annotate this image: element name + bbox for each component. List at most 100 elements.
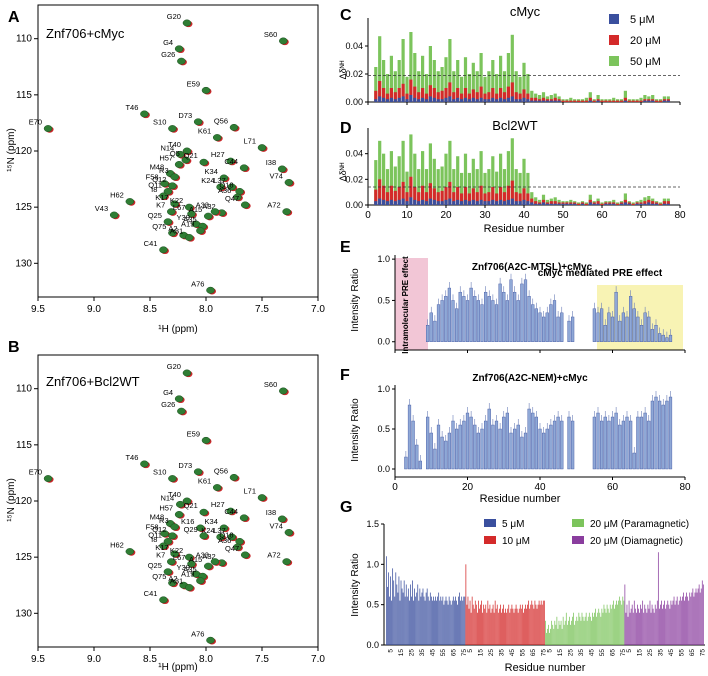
csp-bar: [639, 97, 643, 102]
peak-label: C41: [144, 239, 158, 248]
csp-bar: [397, 187, 401, 205]
peak-label: T46: [125, 453, 138, 462]
intensity-bar: [450, 604, 452, 645]
intensity-bar: [440, 596, 442, 645]
ratio-bar: [462, 420, 466, 470]
peak-label: L67: [173, 203, 186, 212]
intensity-bar: [697, 588, 699, 645]
peak-label: Y39: [177, 213, 190, 222]
peak-bound-state: [182, 497, 192, 505]
peak-label: K24: [201, 176, 214, 185]
peak-bound-state: [284, 528, 294, 536]
csp-bar: [643, 203, 647, 205]
peak-bound-state: [206, 286, 215, 294]
csp-bar: [619, 203, 624, 205]
csp-bar: [596, 100, 600, 102]
peak-label: A31: [170, 576, 183, 585]
csp-bar: [662, 201, 666, 205]
peak-label: F58: [146, 523, 159, 532]
csp-bar: [471, 158, 475, 205]
csp-bar: [456, 88, 460, 102]
intensity-bar: [419, 588, 421, 645]
csp-bar: [584, 97, 588, 102]
csp-bar: [534, 100, 538, 102]
csp-bar: [448, 198, 452, 205]
csp-bar: [631, 203, 635, 205]
csp-bar: [522, 158, 526, 205]
peak-bound-state: [167, 208, 176, 216]
ratio-bar: [658, 400, 662, 470]
annotation-cmyc-pre: cMyc mediated PRE effect: [538, 268, 663, 279]
peak-label: A15: [189, 555, 202, 564]
panel-letter-a: A: [8, 9, 20, 26]
csp-bar: [467, 99, 471, 102]
csp-bar: [483, 193, 487, 205]
y-tick-label: 115: [16, 440, 32, 451]
csp-bar: [588, 202, 592, 205]
intensity-bar: [386, 556, 387, 645]
csp-bar: [393, 92, 397, 102]
intensity-bar: [484, 608, 486, 645]
legend-swatch-20um-para: [572, 519, 584, 527]
intensity-bar: [413, 600, 414, 645]
chart-title: cMyc: [510, 4, 541, 19]
chart-title: Bcl2WT: [492, 118, 538, 133]
csp-bar: [475, 71, 479, 102]
peak-label: A35: [183, 215, 196, 224]
csp-bar: [475, 201, 479, 205]
y-tick-label: 0.0: [366, 640, 379, 650]
legend-swatch-5um: [609, 14, 619, 24]
csp-bar: [635, 203, 639, 205]
csp-bar: [553, 203, 557, 205]
peak-label: R3: [159, 516, 169, 525]
intensity-bar: [601, 608, 603, 645]
x-tick-label: 5: [626, 649, 633, 653]
intensity-bar: [685, 596, 686, 645]
ratio-bar: [465, 300, 470, 342]
csp-bar: [522, 97, 526, 102]
ratio-bar: [603, 325, 607, 342]
intensity-bar: [504, 612, 505, 645]
csp-bar: [479, 86, 483, 102]
x-tick-label: 35: [658, 649, 665, 657]
peak-label: Q5: [170, 149, 180, 158]
intensity-bar: [693, 596, 695, 645]
x-tick-label: 9.0: [87, 654, 101, 665]
x-tick-label: 8.0: [199, 654, 213, 665]
csp-bar: [421, 151, 425, 205]
x-tick-label: 75: [540, 649, 547, 657]
csp-bar: [463, 97, 468, 102]
csp-bar: [444, 88, 448, 102]
peak-bound-state: [216, 183, 225, 191]
legend-label-10um: 10 μM: [502, 536, 530, 547]
peak-bound-state: [226, 157, 235, 165]
ratio-bar: [447, 432, 451, 470]
ratio-bar: [426, 325, 430, 342]
ratio-bar: [643, 312, 647, 342]
x-tick-label: 9.5: [31, 654, 45, 665]
csp-bar: [389, 88, 393, 102]
csp-bar: [506, 151, 510, 205]
peak-label: L37: [213, 176, 226, 185]
peak-bound-state: [229, 473, 239, 481]
x-tick-label: 45: [668, 649, 675, 657]
intensity-bar: [479, 608, 480, 645]
csp-bar: [374, 189, 378, 205]
intensity-bar: [573, 612, 574, 645]
peak-label: Q47: [225, 194, 239, 203]
intensity-bar: [653, 612, 655, 645]
csp-bar: [573, 100, 577, 102]
csp-bar: [401, 198, 405, 205]
intensity-bar: [469, 600, 471, 645]
peak-bound-state: [174, 161, 184, 168]
csp-bar: [444, 153, 448, 205]
intensity-bar: [587, 616, 589, 645]
peak-bound-state: [168, 182, 177, 190]
csp-bar: [647, 202, 651, 205]
peak-bound-state: [233, 193, 242, 201]
x-tick-label: 15: [398, 649, 405, 657]
csp-bar: [522, 62, 526, 102]
peak-label: H27: [211, 500, 225, 509]
x-tick-label: 70: [635, 210, 647, 221]
peak-bound-state: [279, 387, 288, 395]
